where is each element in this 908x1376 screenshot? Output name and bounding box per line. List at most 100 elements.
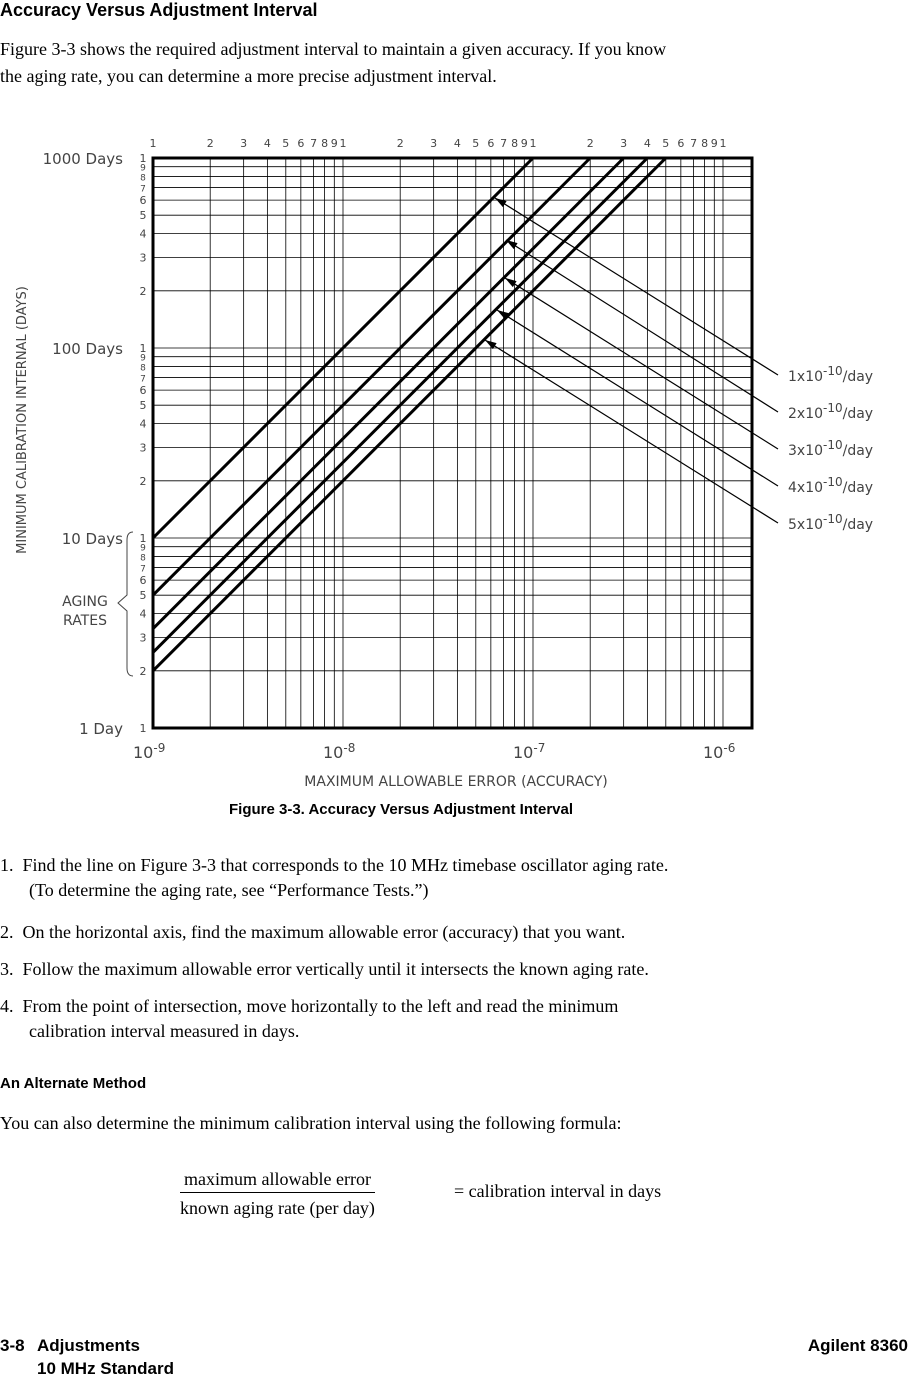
- y-minor-tick-label: 6: [140, 194, 147, 207]
- figure-caption: Figure 3-3. Accuracy Versus Adjustment I…: [229, 801, 574, 818]
- leader-line: [484, 339, 779, 524]
- x-minor-tick-label: 9: [521, 137, 528, 150]
- y-minor-tick-label: 6: [140, 574, 147, 587]
- step-text-cont: (To determine the aging rate, see “Perfo…: [29, 880, 429, 900]
- x-minor-tick-label: 6: [677, 137, 684, 150]
- series-label: 3x10-10/day: [788, 438, 873, 459]
- x-minor-tick-label: 7: [310, 137, 317, 150]
- series-label: 1x10-10/day: [788, 364, 873, 385]
- arrowhead-icon: [506, 240, 518, 250]
- y-minor-tick-label: 8: [140, 363, 146, 373]
- formula-denominator: known aging rate (per day): [180, 1198, 375, 1218]
- x-minor-tick-label: 9: [331, 137, 338, 150]
- formula: maximum allowable error known aging rate…: [180, 1166, 375, 1223]
- x-minor-tick-label: 4: [264, 137, 271, 150]
- arrowhead-icon: [505, 278, 517, 288]
- x-minor-tick-label: 2: [207, 137, 214, 150]
- x-minor-tick-label: 8: [511, 137, 518, 150]
- x-minor-tick-label: 5: [662, 137, 669, 150]
- x-minor-tick-label: 4: [454, 137, 461, 150]
- y-minor-tick-label: 9: [140, 354, 146, 364]
- y-minor-tick-label: 7: [140, 564, 146, 574]
- step-text: Find the line on Figure 3-3 that corresp…: [22, 855, 669, 875]
- x-tick-label: 10-9: [133, 741, 165, 762]
- x-minor-tick-label: 3: [430, 137, 437, 150]
- leader-line: [496, 309, 779, 487]
- formula-numerator: maximum allowable error: [180, 1166, 375, 1193]
- step-text: Follow the maximum allowable error verti…: [22, 959, 649, 979]
- x-minor-tick-label: 2: [587, 137, 594, 150]
- y-tick-label: 10 Days: [62, 530, 123, 548]
- y-tick-label: 1000 Days: [43, 150, 124, 168]
- arrowhead-icon: [495, 198, 507, 208]
- y-minor-tick-label: 5: [140, 399, 147, 412]
- y-minor-tick-label: 9: [140, 544, 146, 554]
- x-minor-tick-label: 7: [500, 137, 507, 150]
- x-tick-label: 10-7: [513, 741, 545, 762]
- arrowhead-icon: [485, 340, 497, 350]
- y-minor-tick-label: 2: [140, 285, 147, 298]
- y-minor-tick-label: 7: [140, 184, 146, 194]
- x-minor-tick-label: 8: [321, 137, 328, 150]
- aging-rate-line: [151, 156, 535, 540]
- x-minor-tick-label: 9: [711, 137, 718, 150]
- y-minor-tick-label: 4: [140, 418, 147, 431]
- step-3: 3. Follow the maximum allowable error ve…: [0, 957, 649, 982]
- y-minor-tick-label: 3: [140, 251, 147, 264]
- y-minor-tick-label: 6: [140, 384, 147, 397]
- intro-line-1: Figure 3-3 shows the required adjustment…: [0, 39, 667, 59]
- y-tick-label: 1 Day: [79, 720, 123, 738]
- step-1: 1. Find the line on Figure 3-3 that corr…: [0, 853, 668, 903]
- formula-result: = calibration interval in days: [454, 1181, 662, 1201]
- x-minor-tick-label: 3: [620, 137, 627, 150]
- y-minor-tick-label: 1: [140, 532, 147, 545]
- x-axis-label: MAXIMUM ALLOWABLE ERROR (ACCURACY): [304, 774, 607, 790]
- step-text: On the horizontal axis, find the maximum…: [22, 922, 626, 942]
- y-minor-tick-label: 8: [140, 173, 146, 183]
- step-number: 1.: [0, 855, 14, 875]
- x-minor-tick-label: 2: [397, 137, 404, 150]
- y-minor-tick-label: 4: [140, 608, 147, 621]
- y-minor-tick-label: 5: [140, 589, 147, 602]
- y-minor-tick-label: 2: [140, 475, 147, 488]
- x-minor-tick-label: 1: [150, 137, 157, 150]
- x-minor-tick-label: 1: [340, 137, 347, 150]
- aging-rate-line: [151, 156, 667, 672]
- leader-line: [505, 239, 779, 413]
- x-minor-tick-label: 1: [720, 137, 727, 150]
- x-minor-tick-label: 6: [487, 137, 494, 150]
- step-number: 4.: [0, 996, 14, 1016]
- x-minor-tick-label: 4: [644, 137, 651, 150]
- leader-line: [504, 277, 779, 450]
- y-minor-tick-label: 9: [140, 164, 146, 174]
- series-label: 4x10-10/day: [788, 475, 873, 496]
- x-tick-label: 10-6: [703, 741, 735, 762]
- y-axis-label: MINIMUM CALIBRATION INTERNAL (DAYS): [15, 286, 30, 554]
- plot-frame: [151, 156, 754, 730]
- x-minor-tick-label: 1: [530, 137, 537, 150]
- y-minor-tick-label: 3: [140, 631, 147, 644]
- y-minor-tick-label: 5: [140, 209, 147, 222]
- x-minor-tick-label: 5: [282, 137, 289, 150]
- aging-rate-line: [151, 156, 592, 597]
- step-2: 2. On the horizontal axis, find the maxi…: [0, 920, 625, 945]
- y-minor-tick-label: 2: [140, 665, 147, 678]
- y-tick-label: 100 Days: [52, 340, 123, 358]
- footer-page: 3-8: [0, 1336, 25, 1355]
- y-minor-tick-label: 3: [140, 441, 147, 454]
- bracket-label: RATES: [63, 613, 107, 629]
- step-number: 3.: [0, 959, 14, 979]
- series-label: 2x10-10/day: [788, 401, 873, 422]
- intro-line-2: the aging rate, you can determine a more…: [0, 66, 497, 86]
- x-minor-tick-label: 5: [472, 137, 479, 150]
- alt-heading: An Alternate Method: [0, 1075, 147, 1092]
- x-tick-label: 10-8: [323, 741, 355, 762]
- x-minor-tick-label: 3: [240, 137, 247, 150]
- section-title: Accuracy Versus Adjustment Interval: [0, 0, 318, 20]
- aging-rate-line: [151, 156, 649, 654]
- aging-rate-line: [151, 156, 625, 630]
- step-text-cont: calibration interval measured in days.: [29, 1021, 300, 1041]
- x-minor-tick-label: 8: [701, 137, 708, 150]
- x-minor-tick-label: 7: [690, 137, 697, 150]
